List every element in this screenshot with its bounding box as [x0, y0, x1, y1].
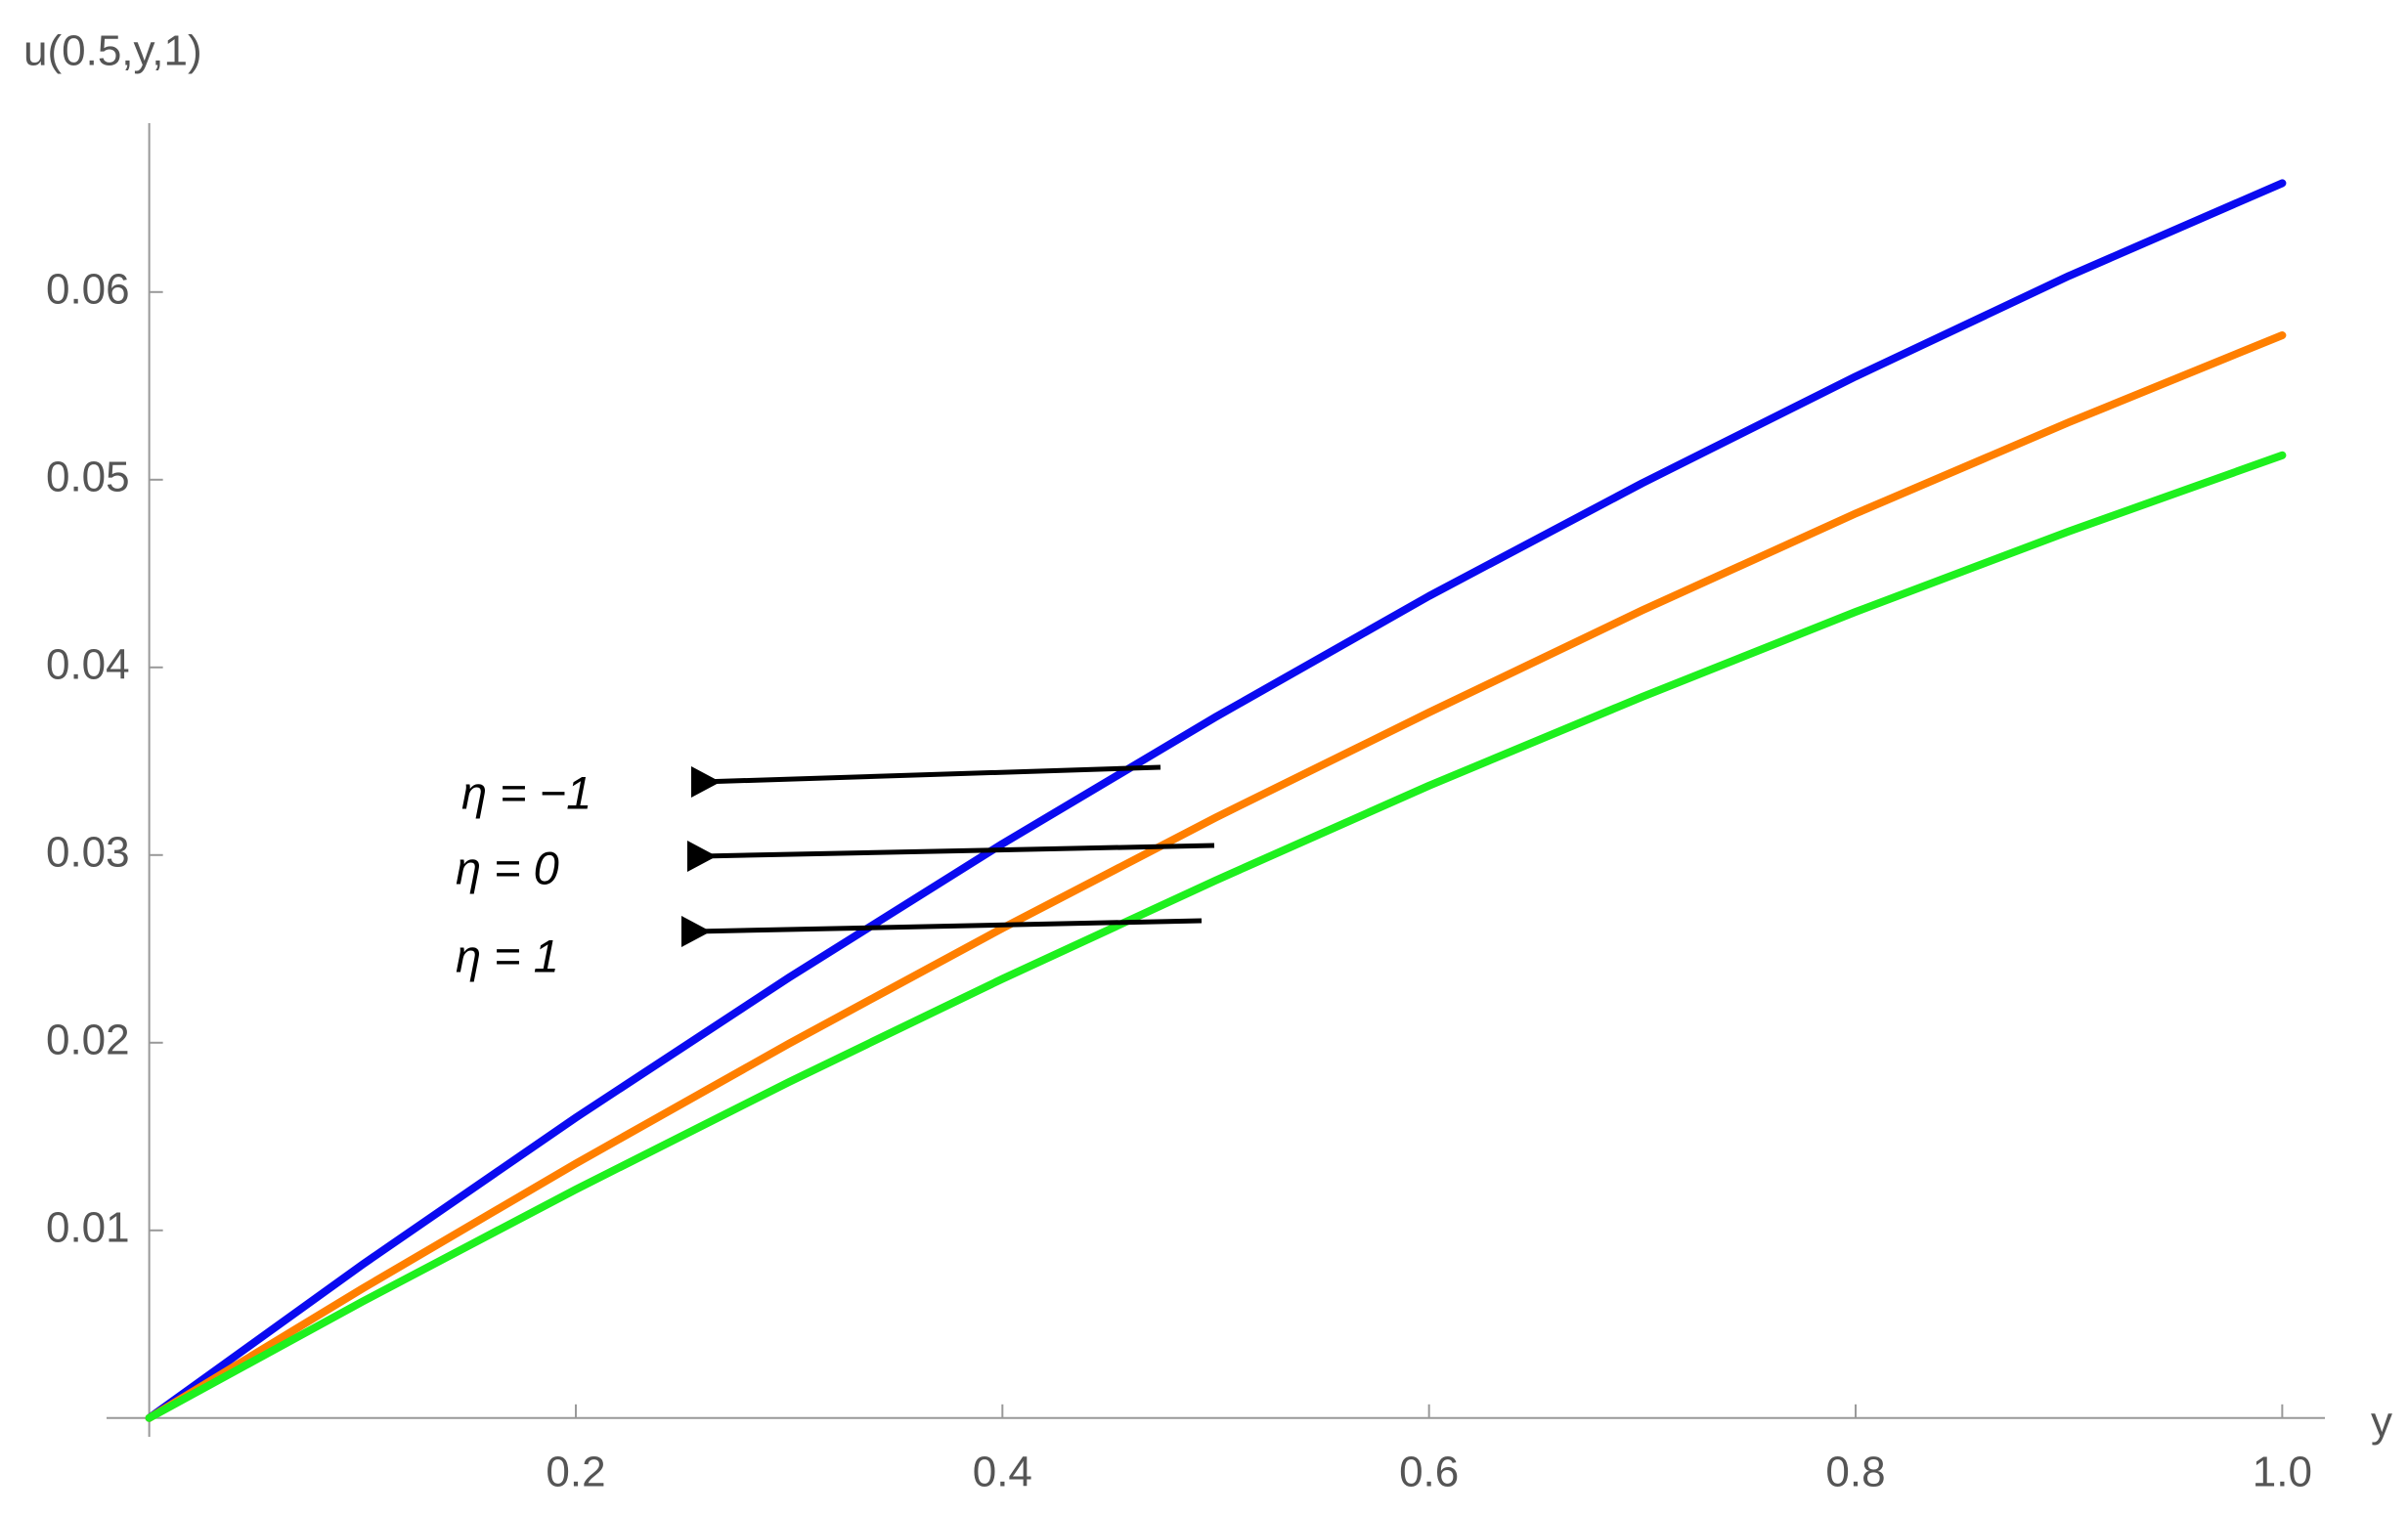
series-line: [145, 331, 2287, 1422]
annotation: η = −1: [461, 766, 591, 818]
y-tick-label: 0.01: [46, 1203, 130, 1251]
y-tick-label: 0.06: [46, 265, 130, 313]
y-tick-label: 0.02: [46, 1016, 130, 1063]
arrow-head: [681, 916, 711, 947]
arrow-head: [687, 841, 717, 872]
x-tick-label: 1.0: [2253, 1448, 2312, 1495]
x-tick-label: 0.4: [973, 1448, 1032, 1495]
series-line: [145, 451, 2287, 1422]
y-tick-label: 0.04: [46, 640, 130, 688]
y-tick-label: 0.03: [46, 828, 130, 876]
annotations: η = −1 η = 0 η = 1: [456, 764, 1215, 981]
arrow: [700, 764, 1161, 785]
arrow: [694, 918, 1203, 934]
arrow-head: [691, 766, 721, 798]
y-tick-label: 0.05: [46, 453, 130, 500]
x-tick-label: 0.2: [546, 1448, 605, 1495]
annotation: η = 1: [456, 930, 559, 981]
x-tick-label: 0.8: [1825, 1448, 1885, 1495]
annotation: η = 0: [456, 842, 559, 893]
y-axis-label: u(0.5,y,1): [23, 27, 202, 75]
series-line: [145, 179, 2287, 1422]
arrow: [700, 843, 1215, 859]
x-tick-label: 0.6: [1399, 1448, 1459, 1495]
x-axis-label: y: [2371, 1399, 2392, 1447]
